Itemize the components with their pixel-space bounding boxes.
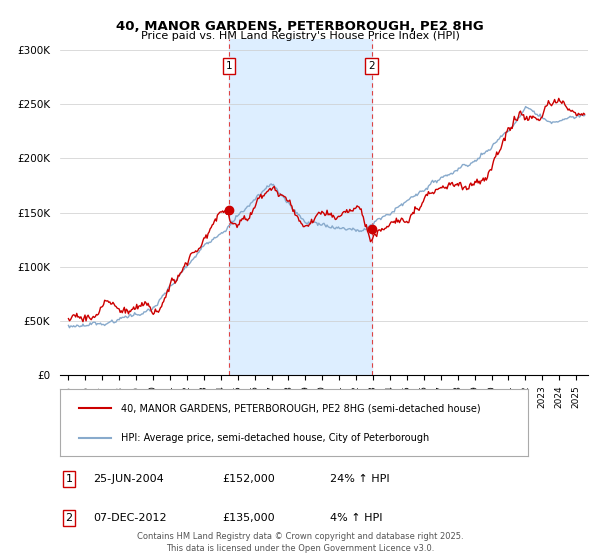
Text: 07-DEC-2012: 07-DEC-2012 [93,513,167,523]
Text: Price paid vs. HM Land Registry's House Price Index (HPI): Price paid vs. HM Land Registry's House … [140,31,460,41]
Text: HPI: Average price, semi-detached house, City of Peterborough: HPI: Average price, semi-detached house,… [121,432,429,442]
Text: 2: 2 [65,513,73,523]
Text: £135,000: £135,000 [222,513,275,523]
Text: 25-JUN-2004: 25-JUN-2004 [93,474,164,484]
Bar [229,39,372,375]
Text: 1: 1 [65,474,73,484]
Text: 24% ↑ HPI: 24% ↑ HPI [330,474,389,484]
Text: 1: 1 [226,61,232,71]
Text: 40, MANOR GARDENS, PETERBOROUGH, PE2 8HG (semi-detached house): 40, MANOR GARDENS, PETERBOROUGH, PE2 8HG… [121,403,481,413]
Text: 40, MANOR GARDENS, PETERBOROUGH, PE2 8HG: 40, MANOR GARDENS, PETERBOROUGH, PE2 8HG [116,20,484,32]
Text: Contains HM Land Registry data © Crown copyright and database right 2025.
This d: Contains HM Land Registry data © Crown c… [137,533,463,553]
Text: £152,000: £152,000 [222,474,275,484]
Text: 4% ↑ HPI: 4% ↑ HPI [330,513,383,523]
Text: 2: 2 [368,61,375,71]
